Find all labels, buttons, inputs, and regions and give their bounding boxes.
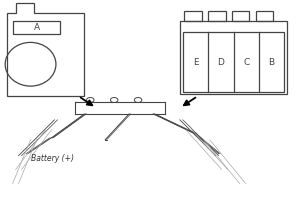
Bar [184, 11, 202, 21]
Bar [183, 32, 284, 92]
Bar [208, 11, 226, 21]
Text: A: A [34, 23, 40, 32]
Bar [232, 11, 249, 21]
Text: E: E [193, 58, 198, 67]
Text: C: C [243, 58, 249, 67]
Bar [13, 21, 60, 34]
Bar [256, 11, 273, 21]
Text: B: B [268, 58, 275, 67]
Text: Battery (+): Battery (+) [31, 154, 74, 163]
Text: D: D [218, 58, 224, 67]
Bar [180, 21, 287, 94]
